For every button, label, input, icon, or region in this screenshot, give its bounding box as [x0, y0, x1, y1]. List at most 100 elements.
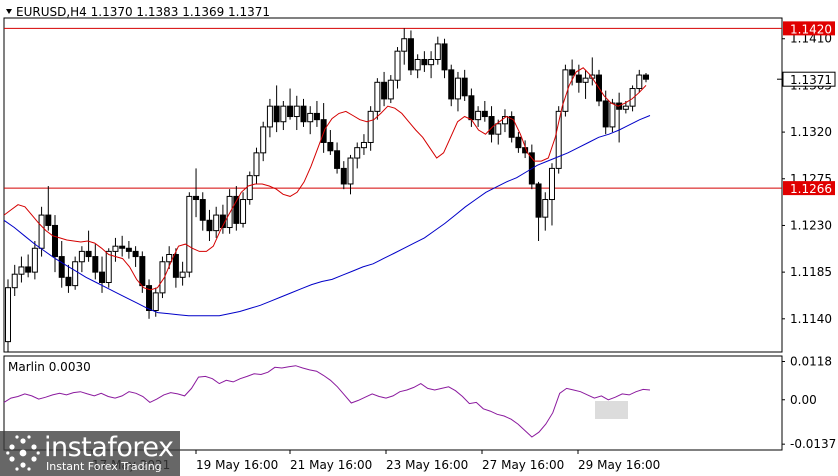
candle-body[interactable] [320, 119, 327, 143]
candle-body[interactable] [461, 77, 468, 97]
candle-body[interactable] [226, 195, 233, 229]
candle-body[interactable] [45, 214, 52, 226]
candle-body[interactable] [260, 126, 267, 154]
candle-body[interactable] [569, 69, 576, 76]
candle-body[interactable] [421, 58, 428, 66]
candle-body[interactable] [555, 110, 562, 169]
candle-body[interactable] [407, 38, 414, 71]
candle-body[interactable] [99, 271, 106, 284]
candle-body[interactable] [186, 195, 193, 273]
candle-body[interactable] [105, 250, 112, 284]
candle-body[interactable] [347, 157, 354, 185]
candle-body[interactable] [85, 250, 92, 258]
candle-body[interactable] [240, 199, 247, 224]
price-y-tick-label: 1.1185 [790, 265, 832, 279]
candle-body[interactable] [367, 110, 374, 143]
candle-body[interactable] [381, 81, 388, 100]
candle-body[interactable] [448, 69, 455, 100]
candle-body[interactable] [401, 38, 408, 52]
candle-body[interactable] [92, 256, 99, 273]
candle-body[interactable] [213, 214, 220, 232]
candle-body[interactable] [602, 100, 609, 128]
candle-body[interactable] [609, 102, 616, 128]
candle-body[interactable] [548, 167, 555, 201]
candle-body[interactable] [307, 112, 314, 123]
candle-body[interactable] [622, 105, 629, 110]
candle-body[interactable] [428, 58, 435, 66]
x-tick-label: 29 May 16:00 [578, 458, 660, 472]
candle-body[interactable] [454, 77, 461, 100]
candle-body[interactable] [253, 152, 260, 177]
candle-body[interactable] [394, 50, 401, 81]
candle-body[interactable] [233, 195, 240, 224]
candle-body[interactable] [65, 276, 72, 287]
candle-body[interactable] [193, 195, 200, 201]
candle-body[interactable] [441, 43, 448, 71]
candle-body[interactable] [468, 95, 475, 121]
candle-body[interactable] [300, 105, 307, 123]
candle-body[interactable] [535, 183, 542, 218]
x-tick-label: 19 May 16:00 [196, 458, 278, 472]
candle-body[interactable] [78, 250, 85, 263]
candle-body[interactable] [354, 147, 361, 159]
candle-body[interactable] [266, 105, 273, 128]
candle-body[interactable] [334, 150, 341, 169]
candle-body[interactable] [501, 116, 508, 125]
candle-body[interactable] [280, 105, 287, 123]
candle-body[interactable] [481, 110, 488, 118]
candle-body[interactable] [166, 253, 173, 263]
x-tick-label: 27 May 16:00 [482, 458, 564, 472]
x-tick-label: 21 May 16:00 [290, 458, 372, 472]
osc-y-tick-label: 0.0118 [790, 355, 832, 369]
candle-body[interactable] [643, 74, 649, 80]
candle-body[interactable] [434, 43, 441, 60]
candle-body[interactable] [199, 199, 206, 221]
candle-body[interactable] [11, 273, 18, 289]
candle-body[interactable] [18, 266, 25, 275]
candle-body[interactable] [488, 116, 495, 135]
candle-body[interactable] [495, 123, 502, 135]
candle-body[interactable] [206, 219, 213, 232]
candle-body[interactable] [360, 141, 367, 149]
candle-body[interactable] [179, 271, 186, 278]
candle-body[interactable] [58, 256, 65, 278]
candle-body[interactable] [575, 74, 582, 83]
candle-body[interactable] [542, 199, 549, 218]
candle-body[interactable] [125, 247, 132, 252]
candle-body[interactable] [31, 247, 38, 273]
candle-body[interactable] [340, 167, 347, 185]
candle-body[interactable] [414, 58, 421, 71]
candle-body[interactable] [119, 245, 126, 249]
candle-body[interactable] [374, 81, 381, 112]
candle-body[interactable] [508, 116, 515, 138]
candle-body[interactable] [25, 266, 32, 273]
candle-body[interactable] [293, 105, 300, 118]
candle-body[interactable] [38, 214, 45, 249]
marlin-oscillator-line [3, 365, 651, 438]
candle-body[interactable] [146, 285, 153, 312]
slow-moving-average-line [3, 115, 651, 317]
candle-body[interactable] [475, 110, 482, 121]
collapse-triangle-icon[interactable] [6, 9, 12, 14]
candle-body[interactable] [246, 175, 253, 201]
candle-body[interactable] [72, 261, 79, 287]
candle-body[interactable] [152, 292, 159, 312]
candle-body[interactable] [5, 287, 11, 343]
level-price-label: 1.1420 [790, 22, 832, 36]
candle-body[interactable] [313, 112, 320, 121]
candle-body[interactable] [387, 79, 394, 100]
candle-body[interactable] [132, 250, 139, 258]
candle-body[interactable] [582, 77, 589, 83]
candle-body[interactable] [515, 136, 522, 149]
candle-body[interactable] [112, 245, 119, 252]
candle-body[interactable] [629, 88, 636, 107]
candle-body[interactable] [636, 74, 643, 90]
candle-body[interactable] [52, 224, 59, 258]
candle-body[interactable] [172, 253, 179, 278]
fast-moving-average-line [3, 67, 647, 291]
candle-body[interactable] [327, 141, 334, 152]
candle-body[interactable] [287, 105, 294, 118]
candle-body[interactable] [273, 105, 280, 123]
candle-body[interactable] [139, 256, 146, 287]
